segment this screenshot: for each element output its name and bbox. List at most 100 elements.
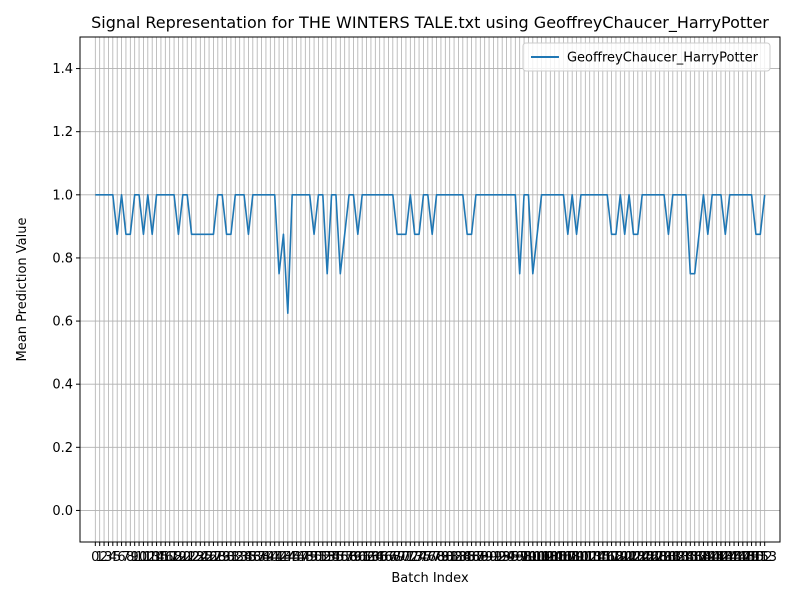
x-tick-label: 48 [297,550,314,565]
x-tick-label: 83 [450,550,467,565]
x-tick-label: 46 [288,550,305,565]
x-tick-label: 144 [713,550,738,565]
x-tick-label: 152 [748,550,773,565]
y-tick-label: 0.4 [52,378,73,393]
x-tick-label: 43 [275,550,292,565]
x-tick-label: 4 [109,550,117,565]
x-tick-label: 74 [411,550,428,565]
y-tick-label: 0.6 [52,315,73,330]
x-tick-label: 137 [682,550,707,565]
x-tick-label: 149 [735,550,760,565]
y-tick-label: 1.0 [52,188,73,203]
x-tick-label: 57 [336,550,353,565]
x-tick-label: 79 [433,550,450,565]
x-tick-label: 34 [236,550,253,565]
x-tick-label: 100 [520,550,545,565]
x-tick-label: 35 [240,550,257,565]
x-tick-label: 89 [476,550,493,565]
legend-label: GeoffreyChaucer_HarryPotter [567,51,759,66]
x-tick-label: 15 [153,550,170,565]
x-tick-label: 38 [253,550,270,565]
x-tick-label: 80 [437,550,454,565]
x-tick-label: 64 [367,550,384,565]
x-tick-label: 16 [157,550,174,565]
x-tick-label: 110 [564,550,589,565]
x-tick-label: 29 [214,550,231,565]
x-tick-label: 132 [660,550,685,565]
x-tick-label: 8 [126,550,134,565]
x-tick-label: 90 [481,550,498,565]
x-tick-label: 101 [525,550,550,565]
x-tick-label: 18 [166,550,183,565]
x-tick-label: 129 [647,550,672,565]
x-tick-label: 109 [560,550,585,565]
x-tick-label: 102 [529,550,554,565]
x-tick-label: 128 [643,550,668,565]
x-tick-label: 49 [301,550,318,565]
x-tick-label: 14 [148,550,165,565]
x-tick-label: 55 [328,550,345,565]
x-tick-label: 123 [621,550,646,565]
x-tick-label: 103 [534,550,559,565]
x-tick-label: 26 [201,550,218,565]
x-tick-label: 121 [612,550,637,565]
x-tick-label: 47 [293,550,310,565]
x-tick-label: 118 [599,550,624,565]
x-tick-label: 82 [446,550,463,565]
x-tick-label: 119 [604,550,629,565]
x-tick-label: 70 [393,550,410,565]
y-tick-label: 0.8 [52,251,73,266]
y-axis-ticks: 0.0 0.2 0.4 0.6 0.8 1.0 1.2 1.4 [52,62,80,519]
y-tick-label: 1.2 [52,125,73,140]
x-tick-label: 63 [363,550,380,565]
x-tick-label: 3 [104,550,112,565]
x-tick-label: 24 [192,550,209,565]
x-tick-label: 13 [144,550,161,565]
x-tick-label: 108 [555,550,580,565]
x-tick-label: 146 [722,550,747,565]
x-tick-label: 87 [468,550,485,565]
x-tick-label: 31 [223,550,240,565]
x-tick-label: 25 [196,550,213,565]
x-tick-label: 53 [319,550,336,565]
x-tick-label: 112 [573,550,598,565]
x-tick-label: 96 [507,550,524,565]
x-tick-label: 78 [428,550,445,565]
x-tick-label: 77 [424,550,441,565]
x-tick-label: 54 [323,550,340,565]
x-tick-label: 92 [490,550,507,565]
x-axis-ticks: 0123456789101112131415161718192021222324… [91,542,777,565]
x-tick-label: 86 [463,550,480,565]
x-tick-label: 40 [262,550,279,565]
x-tick-label: 145 [717,550,742,565]
plot-frame [79,36,781,543]
x-tick-label: 59 [345,550,362,565]
x-tick-label: 76 [420,550,437,565]
x-tick-label: 50 [306,550,323,565]
x-tick-label: 131 [656,550,681,565]
x-tick-label: 126 [634,550,659,565]
x-tick-label: 0 [91,550,99,565]
x-tick-label: 36 [245,550,262,565]
x-tick-label: 58 [341,550,358,565]
x-tick-label: 56 [332,550,349,565]
legend-box [522,42,771,72]
x-tick-label: 133 [665,550,690,565]
x-tick-label: 127 [639,550,664,565]
x-tick-label: 72 [402,550,419,565]
x-tick-label: 114 [582,550,607,565]
x-tick-label: 71 [398,550,415,565]
x-tick-label: 5 [113,550,121,565]
x-tick-label: 142 [704,550,729,565]
x-tick-label: 98 [516,550,533,565]
x-tick-label: 139 [691,550,716,565]
x-tick-label: 7 [122,550,130,565]
x-tick-label: 150 [739,550,764,565]
x-tick-label: 69 [389,550,406,565]
x-tick-label: 85 [459,550,476,565]
series-layer [95,194,766,314]
x-tick-label: 32 [227,550,244,565]
x-tick-label: 135 [674,550,699,565]
x-tick-label: 66 [376,550,393,565]
